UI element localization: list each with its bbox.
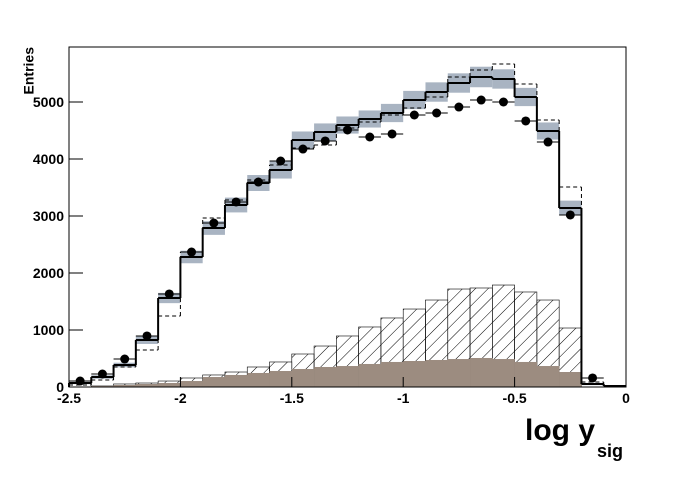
y-axis-title: Entries	[21, 47, 37, 95]
y-tick-label: 4000	[33, 151, 64, 167]
data-point	[231, 197, 241, 207]
data-point	[588, 373, 598, 383]
data-point	[97, 369, 107, 379]
data-point	[409, 110, 419, 120]
data-point	[253, 177, 263, 187]
frame	[68, 46, 627, 388]
data-point	[521, 116, 531, 126]
data-point	[209, 218, 219, 228]
filled-bin	[135, 383, 159, 387]
filled-bin	[269, 370, 293, 387]
filled-bin	[291, 368, 315, 387]
filled-bin	[180, 381, 203, 387]
data-point	[454, 102, 464, 112]
data-point	[276, 156, 286, 166]
filled-bin	[470, 357, 493, 387]
filled-bin	[559, 372, 582, 387]
filled-bin	[202, 377, 226, 387]
x-tick-label: -1.5	[280, 390, 304, 406]
data-point	[365, 132, 375, 142]
filled-bin	[536, 366, 560, 387]
data-point	[320, 136, 330, 146]
x-tick-label: -1	[397, 390, 410, 406]
data-point	[565, 210, 575, 220]
y-tick-label: 0	[56, 379, 64, 395]
data-point	[432, 108, 442, 118]
data-point	[142, 331, 152, 341]
x-tick-label: -2.5	[57, 390, 81, 406]
x-axis-title: log y	[525, 414, 595, 447]
data-point	[187, 247, 197, 257]
data-point	[343, 125, 352, 135]
plot-area	[68, 63, 626, 388]
data-point	[543, 137, 553, 147]
data-point	[498, 97, 508, 107]
filled-bin	[91, 385, 114, 387]
y-tick-label: 2000	[33, 265, 64, 281]
x-tick-label: -0.5	[503, 390, 527, 406]
filled-bin	[425, 359, 449, 387]
filled-bin	[380, 361, 404, 387]
filled-bin	[358, 363, 382, 387]
data-point	[164, 289, 174, 299]
data-point	[120, 354, 130, 364]
filled-bin	[447, 359, 471, 387]
data-point	[298, 144, 308, 154]
filled-bin	[336, 366, 359, 387]
filled-bin	[403, 361, 426, 387]
x-axis-title-subscript: sig	[597, 441, 623, 461]
x-tick-label: -2	[174, 390, 187, 406]
filled-bin	[492, 359, 515, 387]
filled-bin	[514, 361, 538, 387]
filled-bin	[224, 374, 248, 387]
y-tick-label: 5000	[33, 94, 64, 110]
y-tick-label: 1000	[33, 322, 64, 338]
filled-bin	[113, 385, 137, 387]
filled-bin	[158, 383, 181, 387]
filled-bin	[314, 366, 337, 387]
data-point	[387, 129, 397, 139]
data-point	[75, 376, 85, 386]
y-tick-label: 3000	[33, 208, 64, 224]
x-tick-label: 0	[622, 390, 630, 406]
data-point	[476, 95, 486, 105]
filled-bin	[247, 372, 270, 387]
